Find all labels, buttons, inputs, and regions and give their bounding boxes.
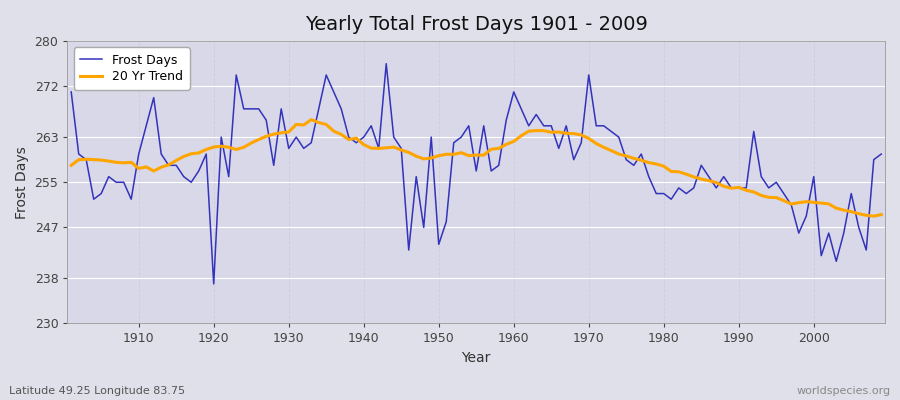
20 Yr Trend [126, 160, 137, 165]
20 Yr Trend [606, 148, 616, 153]
Frost Days [66, 90, 77, 94]
20 Yr Trend [291, 122, 302, 127]
20 Yr Trend [508, 139, 519, 144]
Legend: Frost Days, 20 Yr Trend: Frost Days, 20 Yr Trend [74, 47, 190, 90]
Text: worldspecies.org: worldspecies.org [796, 386, 891, 396]
Frost Days [516, 106, 526, 111]
Line: Frost Days: Frost Days [71, 64, 881, 284]
Title: Yearly Total Frost Days 1901 - 2009: Yearly Total Frost Days 1901 - 2009 [305, 15, 648, 34]
Y-axis label: Frost Days: Frost Days [15, 146, 29, 219]
Line: 20 Yr Trend: 20 Yr Trend [71, 120, 881, 216]
Frost Days [876, 152, 886, 156]
Frost Days [523, 124, 534, 128]
Frost Days [613, 135, 624, 140]
Text: Latitude 49.25 Longitude 83.75: Latitude 49.25 Longitude 83.75 [9, 386, 185, 396]
20 Yr Trend [306, 117, 317, 122]
20 Yr Trend [343, 137, 354, 142]
Frost Days [208, 282, 219, 286]
Frost Days [126, 197, 137, 202]
Frost Days [343, 135, 354, 140]
20 Yr Trend [868, 214, 879, 218]
Frost Days [381, 61, 392, 66]
20 Yr Trend [66, 163, 77, 168]
20 Yr Trend [516, 133, 526, 138]
Frost Days [298, 146, 309, 151]
X-axis label: Year: Year [462, 351, 490, 365]
20 Yr Trend [876, 212, 886, 217]
